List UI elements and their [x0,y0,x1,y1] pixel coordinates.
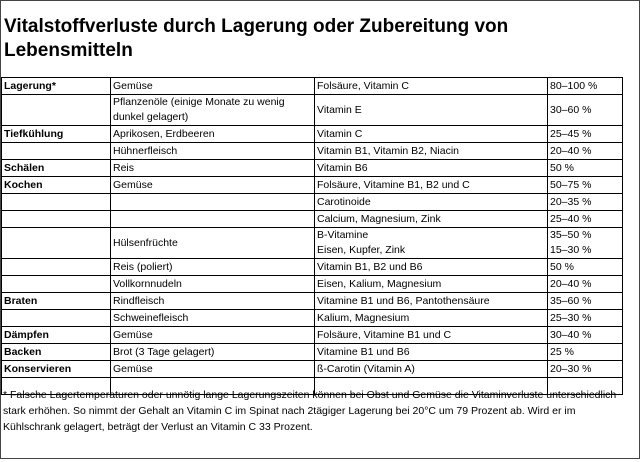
table-cell [110,210,315,228]
table-row: Pflanzenöle (einige Monate zu wenig dunk… [1,94,623,126]
table-cell: Gemüse [110,326,315,344]
table-cell: Schälen [1,159,111,177]
table-row: Braten Rindfleisch Vitamine B1 und B6, Pan… [1,292,623,310]
table-cell: Folsäure, Vitamin C [314,77,548,95]
table-row: Tiefkühlung Aprikosen, Erdbeeren Vitamin C… [1,125,623,143]
table-cell [1,94,111,126]
table-cell: Kalium, Magnesium [314,309,548,327]
table-row: Kochen Gemüse Folsäure, Vitamine B1, B2 un… [1,176,623,194]
table-cell: Konservieren [1,360,111,378]
table-cell: Gemüse [110,360,315,378]
table-cell [1,193,111,211]
table-cell: Vitamin B1, Vitamin B2, Niacin [314,142,548,160]
table-cell: 25–40 % [547,210,623,228]
table-cell: Brot (3 Tage gelagert) [110,343,315,361]
table-cell: 20–40 % [547,142,623,160]
table-cell: 20–35 % [547,193,623,211]
table-cell: Vollkornnudeln [110,275,315,293]
cell-line: B-Vitamine [317,229,369,241]
table-cell: 25–45 % [547,125,623,143]
table-cell: Vitamine B1 und B6 [314,343,548,361]
table-row: Hülsenfrüchte B-Vitamine Eisen, Kupfer, Zi… [1,227,623,259]
table-cell: Aprikosen, Erdbeeren [110,125,315,143]
table-row: Konservieren Gemüse ß-Carotin (Vitamin A) 2… [1,360,623,378]
table-cell: Reis [110,159,315,177]
table-cell: Kochen [1,176,111,194]
table-cell: Vitamin B6 [314,159,548,177]
footnote: * Falsche Lagertemperaturen oder unnötig… [3,389,617,433]
table-cell [1,142,111,160]
table-cell: 30–60 % [547,94,623,126]
cell-line: 15–30 % [550,244,592,256]
table-cell: Hühnerfleisch [110,142,315,160]
table-row: Calcium, Magnesium, Zink 25–40 % [1,210,623,228]
table-cell: 20–40 % [547,275,623,293]
table-cell: Vitamin C [314,125,548,143]
table-cell: Folsäure, Vitamine B1, B2 und C [314,176,548,194]
table-row: Hühnerfleisch Vitamin B1, Vitamin B2, Nia… [1,142,623,160]
table-cell: Calcium, Magnesium, Zink [314,210,548,228]
table-cell [1,210,111,228]
table-cell: 50 % [547,159,623,177]
table-cell [1,227,111,259]
table-cell: ß-Carotin (Vitamin A) [314,360,548,378]
table-cell: Vitamine B1 und B6, Pantothensäure [314,292,548,310]
table-cell: Pflanzenöle (einige Monate zu wenig dunk… [110,94,315,126]
table-cell: B-Vitamine Eisen, Kupfer, Zink [314,227,548,259]
table-row: Lagerung* Gemüse Folsäure, Vitamin C 80–100… [1,77,623,95]
table-cell: Vitamin E [314,94,548,126]
cell-line: Eisen, Kupfer, Zink [317,244,406,256]
table-cell: Dämpfen [1,326,111,344]
table-cell: Carotinoide [314,193,548,211]
table-cell: Reis (poliert) [110,258,315,276]
table-cell [1,275,111,293]
table-cell: Hülsenfrüchte [110,227,315,259]
table-cell: 25 % [547,343,623,361]
table-cell: 35–50 % 15–30 % [547,227,623,259]
table-cell [110,193,315,211]
table-cell: 80–100 % [547,77,623,95]
table-row: Backen Brot (3 Tage gelagert) Vitamine B1 … [1,343,623,361]
table-cell: Eisen, Kalium, Magnesium [314,275,548,293]
table-cell: 30–40 % [547,326,623,344]
table-cell: Rindfleisch [110,292,315,310]
table-cell: Gemüse [110,77,315,95]
table-cell: Schweinefleisch [110,309,315,327]
cell-line: 35–50 % [550,229,592,241]
table: Lagerung* Gemüse Folsäure, Vitamin C 80–100… [1,77,623,395]
table-cell: Tiefkühlung [1,125,111,143]
table-row: Reis (poliert) Vitamin B1, B2 und B6 50 % [1,258,623,276]
table-cell: 50–75 % [547,176,623,194]
table-row: Schweinefleisch Kalium, Magnesium 25–30 % [1,309,623,327]
table-row: Dämpfen Gemüse Folsäure, Vitamine B1 und C… [1,326,623,344]
table-cell: 35–60 % [547,292,623,310]
table-cell: 50 % [547,258,623,276]
table-row: Vollkornnudeln Eisen, Kalium, Magnesium 20… [1,275,623,293]
table-row [1,377,623,395]
table-cell [547,377,623,395]
table-cell: Lagerung* [1,77,111,95]
table-cell: Braten [1,292,111,310]
table-cell: 20–30 % [547,360,623,378]
table-cell: Backen [1,343,111,361]
table-cell [1,309,111,327]
table-cell: Gemüse [110,176,315,194]
table-cell [1,258,111,276]
table-cell: Folsäure, Vitamine B1 und C [314,326,548,344]
table-cell: Vitamin B1, B2 und B6 [314,258,548,276]
table-row: Carotinoide 20–35 % [1,193,623,211]
table-row: Schälen Reis Vitamin B6 50 % [1,159,623,177]
table-cell: 25–30 % [547,309,623,327]
title: Vitalstoffverluste durch Lagerung oder Z… [4,16,509,61]
